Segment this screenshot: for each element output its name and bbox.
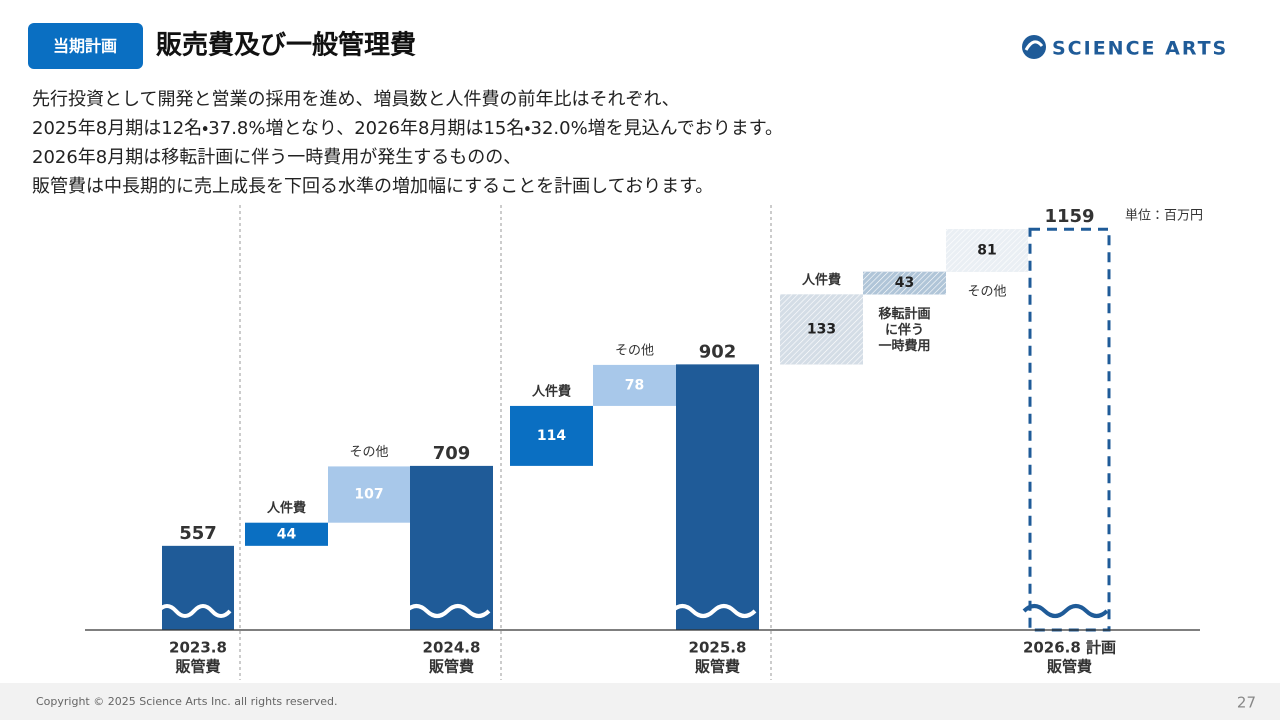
total-bar xyxy=(410,465,493,630)
delta-value: 107 xyxy=(354,487,383,503)
delta-value: 43 xyxy=(895,275,914,291)
delta-label: その他 xyxy=(967,284,1006,299)
x-label: 2024.8 xyxy=(423,639,481,657)
unit: 単位：百万円 xyxy=(1125,208,1203,224)
delta-label: 人件費 xyxy=(531,383,571,399)
description: 先行投資として開発と営業の採用を進め、増員数と人件費の前年比はそれぞれ、 2025… xyxy=(32,89,783,197)
delta-label: 人件費 xyxy=(801,272,841,288)
delta-label: その他 xyxy=(349,445,388,460)
axis-break xyxy=(156,604,232,618)
axis-break xyxy=(670,604,757,618)
delta-label: 一時費用 xyxy=(878,338,930,354)
hatch xyxy=(946,229,1028,272)
x-label: 販管費 xyxy=(694,658,740,676)
description-line: 販管費は中長期的に売上成長を下回る水準の増加幅にすることを計画しております。 xyxy=(32,176,713,197)
axis-break xyxy=(404,604,491,618)
delta-bar xyxy=(510,405,593,466)
badge xyxy=(28,23,143,69)
description-line: 先行投資として開発と営業の採用を進め、増員数と人件費の前年比はそれぞれ、 xyxy=(32,89,680,110)
axis-break xyxy=(1022,604,1109,618)
badge-text: 当期計画 xyxy=(53,37,117,56)
delta-label: 人件費 xyxy=(266,500,306,516)
logo-icon xyxy=(1022,35,1046,59)
logo-text: SCIENCE ARTS xyxy=(1052,38,1228,60)
plan-total-bar xyxy=(1028,227,1111,632)
x-label: 2026.8 計画 xyxy=(1023,639,1116,657)
delta-bar xyxy=(245,522,328,546)
x-label: 2025.8 xyxy=(689,639,747,657)
delta-value: 81 xyxy=(977,242,996,258)
delta-value: 114 xyxy=(537,428,566,444)
hatch xyxy=(863,271,946,295)
delta-bar xyxy=(593,364,676,406)
delta-bar xyxy=(328,466,410,523)
hatch xyxy=(780,294,863,365)
title: 販売費及び一般管理費 xyxy=(156,30,416,61)
logo-mark xyxy=(1024,40,1044,51)
delta-label: その他 xyxy=(615,343,654,358)
delta-value: 44 xyxy=(277,526,297,542)
delta-label: 移転計画 xyxy=(878,306,930,322)
x-label: 販管費 xyxy=(174,658,220,676)
total-label: 902 xyxy=(699,341,737,362)
x-label: 販管費 xyxy=(1046,658,1092,676)
description-line: 2025年8月期は12名・37.8%増となり、2026年8月期は15名・32.0… xyxy=(32,118,783,139)
footer-band xyxy=(0,683,1280,720)
copyright: Copyright © 2025 Science Arts Inc. all r… xyxy=(36,695,337,708)
total-label: 1159 xyxy=(1044,206,1094,227)
total-bar xyxy=(676,364,759,630)
description-line: 2026年8月期は移転計画に伴う一時費用が発生するものの、 xyxy=(32,147,521,168)
delta-value: 78 xyxy=(625,377,644,393)
total-label: 709 xyxy=(433,443,471,464)
x-label: 販管費 xyxy=(428,658,474,676)
page-number: 27 xyxy=(1237,694,1256,712)
total-label: 557 xyxy=(179,523,217,544)
delta-label: に伴う xyxy=(885,322,924,338)
x-label: 2023.8 xyxy=(169,639,227,657)
delta-value: 133 xyxy=(807,321,836,337)
